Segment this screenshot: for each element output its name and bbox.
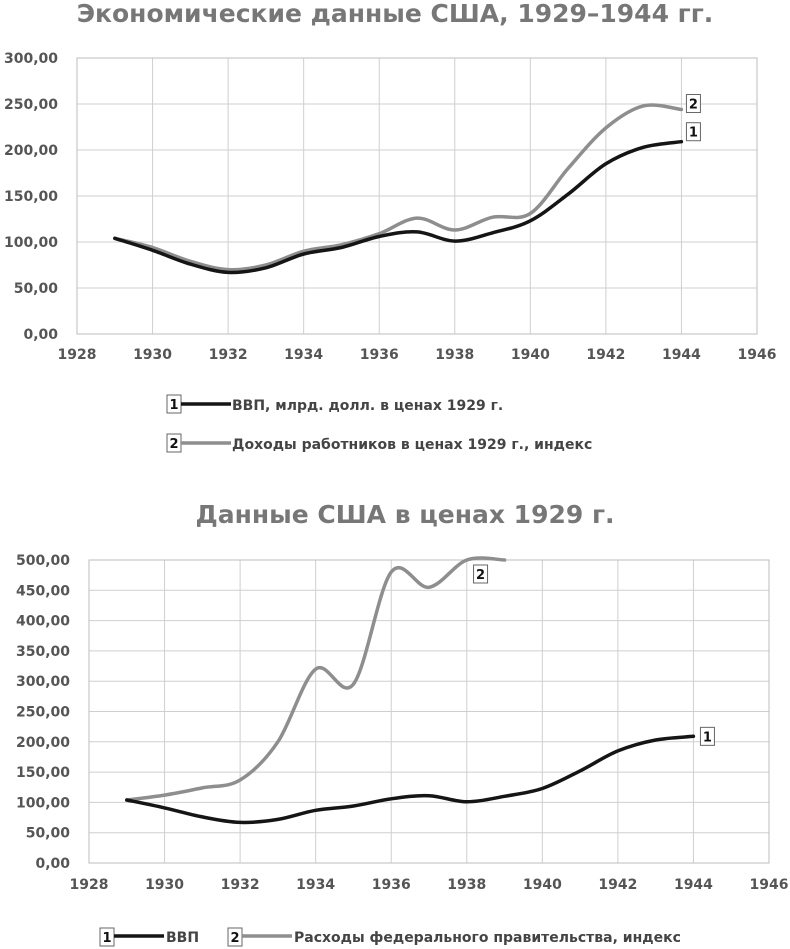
chart2-legend-label-gdp: ВВП — [166, 930, 199, 946]
chart1-x-tick-label: 1944 — [662, 347, 701, 363]
chart2-y-axis: 0,00 50,00 100,00 150,00 200,00 250,00 300,00 3… — [16, 553, 70, 872]
chart1-x-tick-label: 1938 — [435, 347, 474, 363]
chart2-legend: 1 ВВП 2 Расходы федерального правительст… — [99, 927, 681, 947]
chart1-legend: 1 ВВП, млрд. долл. в ценах 1929 г. 2 Дох… — [166, 394, 592, 453]
chart1-x-tick-label: 1934 — [284, 347, 323, 363]
chart1-x-tick-label: 1946 — [738, 347, 777, 363]
chart2-series-marker-box-2 — [473, 564, 489, 584]
chart2-x-tick-label: 1930 — [145, 877, 184, 893]
chart1-gridlines — [76, 57, 758, 335]
chart1-legend-marker-1: 1 — [169, 398, 178, 413]
chart1-plot-frame — [76, 57, 758, 335]
chart1-x-tick-label: 1932 — [209, 347, 248, 363]
chart1-x-tick-label: 1928 — [58, 347, 97, 363]
chart1-series — [113, 103, 684, 275]
chart1-y-tick-label: 250,00 — [4, 97, 58, 113]
chart1-series-marker-box-2 — [685, 94, 701, 114]
chart2-x-tick-label: 1938 — [447, 877, 486, 893]
chart1-series-marker-1: 1 — [689, 126, 698, 141]
chart1-series-line-1 — [113, 139, 684, 275]
chart1-x-axis: 1928 1930 1932 1934 1936 1938 1940 1942 1944 1946 — [58, 347, 777, 363]
chart1-y-tick-label: 150,00 — [4, 189, 58, 205]
chart1-x-tick-label: 1936 — [360, 347, 399, 363]
chart2-legend-item-gdp: 1 ВВП — [99, 927, 199, 947]
chart2-series-marker-1: 1 — [703, 730, 712, 745]
chart2-x-tick-label: 1940 — [523, 877, 562, 893]
chart2-plot-frame — [88, 559, 770, 864]
chart1-y-axis: 0,00 50,00 100,00 150,00 200,00 250,00 300,00 — [4, 51, 58, 343]
chart1-legend-item-income: 2 Доходы работников в ценах 1929 г., инд… — [166, 433, 592, 453]
chart2-x-tick-label: 1946 — [750, 877, 789, 893]
chart1-series-marker-box-1 — [685, 122, 701, 142]
chart2-series — [125, 556, 696, 825]
chart1-y-tick-label: 50,00 — [14, 281, 59, 297]
chart2-legend-marker-2: 2 — [230, 931, 239, 946]
chart1-series-markers: 12 — [685, 94, 701, 142]
chart2-y-tick-label: 100,00 — [16, 795, 70, 811]
chart2-legend-label-spending: Расходы федерального правительства, инде… — [294, 930, 681, 946]
chart1-series-line-2 — [113, 103, 684, 272]
chart2-y-tick-label: 50,00 — [26, 826, 71, 842]
chart2-series-marker-box-1 — [699, 726, 715, 746]
chart2-x-axis: 1928 1930 1932 1934 1936 1938 1940 1942 1944 1946 — [70, 877, 789, 893]
chart2-title: Данные США в ценах 1929 г. — [195, 500, 614, 529]
chart1-legend-item-gdp: 1 ВВП, млрд. долл. в ценах 1929 г. — [166, 394, 503, 414]
chart2-y-tick-label: 400,00 — [16, 614, 70, 630]
chart1-y-tick-label: 0,00 — [23, 327, 58, 343]
chart2-x-tick-label: 1932 — [221, 877, 260, 893]
chart1-legend-label-gdp: ВВП, млрд. долл. в ценах 1929 г. — [232, 398, 503, 414]
chart1-x-tick-label: 1942 — [586, 347, 625, 363]
chart1-y-tick-label: 300,00 — [4, 51, 58, 67]
chart2-series-markers: 12 — [473, 564, 715, 746]
chart1-y-tick-label: 200,00 — [4, 143, 58, 159]
chart2-x-tick-label: 1928 — [70, 877, 109, 893]
chart1-series-marker-2: 2 — [689, 98, 698, 113]
chart2-y-tick-label: 300,00 — [16, 674, 70, 690]
chart1-legend-marker-2: 2 — [169, 437, 178, 452]
chart2-x-tick-label: 1942 — [598, 877, 637, 893]
chart2-legend-item-spending: 2 Расходы федерального правительства, ин… — [227, 927, 681, 947]
chart1-legend-label-income: Доходы работников в ценах 1929 г., индек… — [232, 437, 592, 453]
chart1-x-tick-label: 1930 — [133, 347, 172, 363]
chart2-series-marker-2: 2 — [476, 568, 485, 583]
chart1-title: Экономические данные США, 1929–1944 гг. — [77, 0, 714, 28]
chart2-y-tick-label: 500,00 — [16, 553, 70, 569]
chart2-x-tick-label: 1934 — [296, 877, 335, 893]
chart2-x-tick-label: 1936 — [372, 877, 411, 893]
chart-economic-data: Экономические данные США, 1929–1944 гг. … — [4, 0, 777, 453]
chart2-y-tick-label: 450,00 — [16, 583, 70, 599]
chart2-y-tick-label: 250,00 — [16, 705, 70, 721]
chart1-y-tick-label: 100,00 — [4, 235, 58, 251]
chart2-y-tick-label: 350,00 — [16, 644, 70, 660]
chart2-y-tick-label: 0,00 — [35, 856, 70, 872]
chart2-series-line-2 — [125, 556, 507, 802]
chart1-x-tick-label: 1940 — [511, 347, 550, 363]
chart-us-data: Данные США в ценах 1929 г. 0,00 50,00 100,… — [16, 500, 789, 947]
chart2-y-tick-label: 150,00 — [16, 765, 70, 781]
chart2-x-tick-label: 1944 — [674, 877, 713, 893]
chart2-y-tick-label: 200,00 — [16, 735, 70, 751]
chart2-legend-marker-1: 1 — [102, 931, 111, 946]
chart2-gridlines — [88, 559, 770, 864]
chart2-series-line-1 — [125, 734, 696, 825]
